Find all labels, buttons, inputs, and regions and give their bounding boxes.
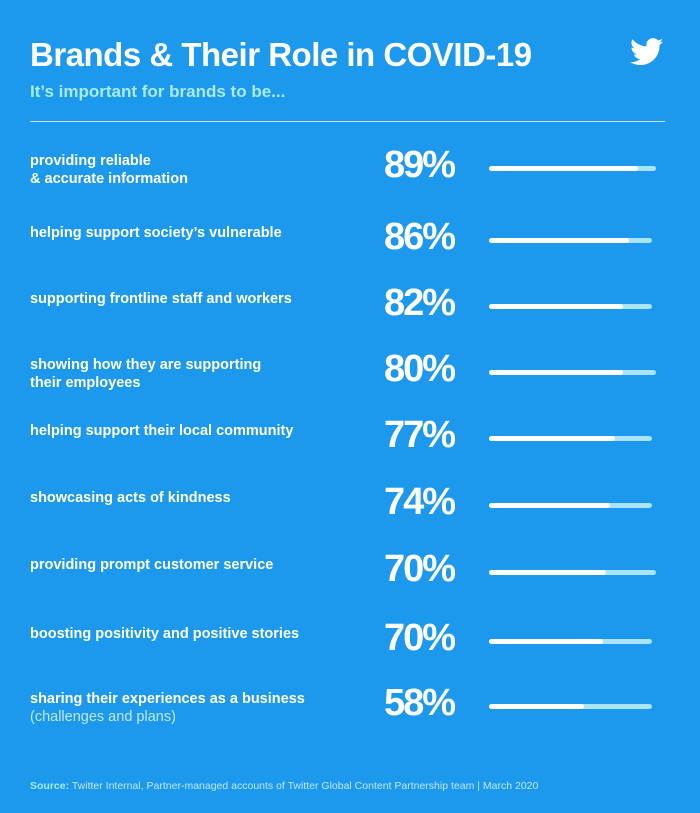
bar-fill: [489, 304, 623, 309]
category-label-line1: providing reliable: [30, 153, 151, 169]
bar-fill: [489, 704, 584, 709]
category-label-line1: helping support their local community: [30, 423, 294, 439]
chart-row: providing prompt customer service 70%: [0, 548, 700, 614]
twitter-bird-icon: [630, 38, 664, 66]
bar-track: [489, 639, 652, 644]
category-label: helping support their local community: [30, 422, 360, 440]
category-label-line1: boosting positivity and positive stories: [30, 626, 300, 642]
chart-title: Brands & Their Role in COVID-19: [30, 36, 532, 73]
category-label: sharing their experiences as a business (…: [30, 690, 360, 726]
bar-fill: [489, 639, 603, 644]
category-label: providing reliable & accurate information: [30, 152, 360, 188]
bar-fill: [489, 570, 606, 575]
chart-row: showing how they are supporting their emp…: [0, 348, 700, 414]
value-label: 70%: [384, 548, 456, 590]
bar-track: [489, 166, 656, 171]
value-label: 89%: [384, 144, 456, 186]
chart-row: boosting positivity and positive stories…: [0, 617, 700, 683]
category-label: providing prompt customer service: [30, 556, 360, 574]
bar-fill: [489, 166, 638, 171]
category-label-line1: sharing their experiences as a business: [30, 691, 305, 707]
category-label-line1: providing prompt customer service: [30, 557, 274, 573]
category-label-line1: showing how they are supporting: [30, 357, 262, 373]
category-label-line1: showcasing acts of kindness: [30, 490, 231, 506]
chart-row: sharing their experiences as a business (…: [0, 682, 700, 748]
bar-fill: [489, 238, 629, 243]
chart-row: helping support their local community 77%: [0, 414, 700, 480]
bar-track: [489, 238, 652, 243]
source-text: Twitter Internal, Partner-managed accoun…: [69, 780, 539, 792]
source-label: Source:: [30, 780, 70, 792]
value-label: 82%: [384, 282, 456, 324]
chart-row: showcasing acts of kindness 74%: [0, 481, 700, 547]
chart-row: helping support society’s vulnerable 86%: [0, 216, 700, 282]
category-label: supporting frontline staff and workers: [30, 290, 360, 308]
chart-row: supporting frontline staff and workers 82…: [0, 282, 700, 348]
value-label: 74%: [384, 481, 456, 523]
bar-track: [489, 436, 652, 441]
value-label: 77%: [384, 414, 456, 456]
category-label-line2: their employees: [30, 375, 141, 391]
bar-fill: [489, 436, 615, 441]
bar-track: [489, 570, 656, 575]
category-label: boosting positivity and positive stories: [30, 625, 360, 643]
chart-subtitle: It’s important for brands to be...: [30, 82, 286, 101]
bar-track: [489, 704, 652, 709]
category-label-line1: helping support society’s vulnerable: [30, 225, 282, 241]
category-label: helping support society’s vulnerable: [30, 224, 360, 242]
value-label: 70%: [384, 617, 456, 659]
source-note: Source: Twitter Internal, Partner-manage…: [30, 780, 538, 792]
bar-track: [489, 304, 652, 309]
bar-track: [489, 370, 656, 375]
bar-fill: [489, 370, 623, 375]
value-label: 80%: [384, 348, 456, 390]
value-label: 86%: [384, 216, 456, 258]
category-label-line2: & accurate information: [30, 171, 188, 187]
header-divider: [30, 121, 665, 122]
category-label: showcasing acts of kindness: [30, 489, 360, 507]
bar-track: [489, 503, 652, 508]
category-label-line1: supporting frontline staff and workers: [30, 291, 292, 307]
value-label: 58%: [384, 682, 456, 724]
category-note: (challenges and plans): [30, 709, 176, 725]
chart-row: providing reliable & accurate information…: [0, 144, 700, 210]
bar-fill: [489, 503, 610, 508]
category-label: showing how they are supporting their emp…: [30, 356, 360, 392]
